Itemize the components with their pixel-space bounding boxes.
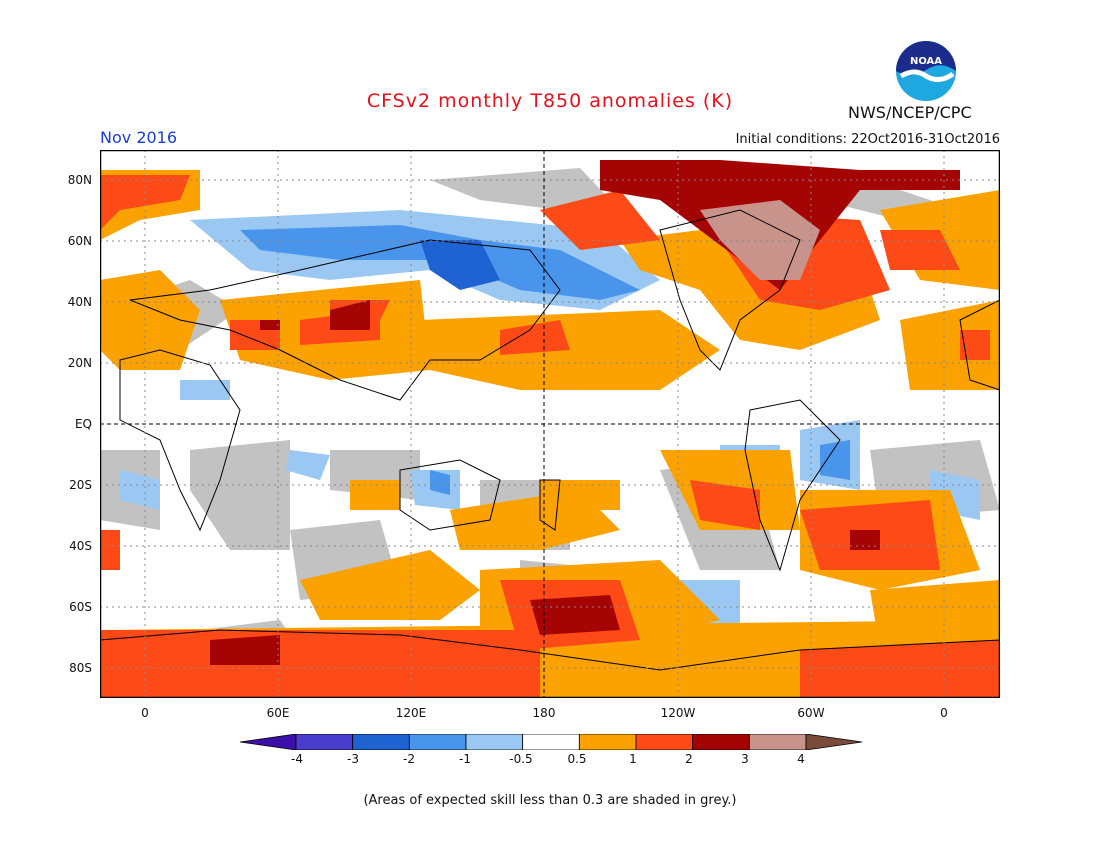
colorbar-label-pos1: 1 [629, 752, 637, 766]
lon-label-180: 180 [532, 706, 556, 720]
colorbar-swatch [692, 734, 750, 750]
colorbar-swatch [465, 734, 524, 750]
lon-label-0-west: 0 [141, 706, 149, 720]
lat-label-20n: 20N [67, 356, 92, 370]
anomaly-mid-blue-areas [240, 225, 850, 495]
graticule [100, 150, 1000, 698]
colorbar-swatch [352, 734, 410, 750]
noaa-logo-icon: NOAA [896, 41, 956, 101]
noaa-logo-text: NOAA [910, 56, 942, 67]
lat-label-eq: EQ [74, 417, 92, 431]
lon-label-120e: 120E [395, 706, 427, 720]
colorbar-label-neg2: -2 [403, 752, 415, 766]
colorbar-swatch [522, 734, 580, 750]
colorbar-label-pos05: 0.5 [567, 752, 587, 766]
colorbar-label-neg4: -4 [291, 752, 303, 766]
lat-label-40n: 40N [67, 295, 92, 309]
lon-label-60w: 60W [797, 706, 825, 720]
lat-label-80n: 80N [67, 173, 92, 187]
lat-label-60s: 60S [69, 600, 92, 614]
colorbar-swatch [805, 734, 862, 750]
colorbar-swatch [748, 734, 807, 750]
lat-label-40s: 40S [69, 539, 92, 553]
lon-label-60e: 60E [266, 706, 290, 720]
agency-label: NWS/NCEP/CPC [848, 103, 972, 122]
colorbar-label-pos4: 4 [797, 752, 805, 766]
page-title: CFSv2 monthly T850 anomalies (K) [366, 90, 734, 112]
anomaly-map [100, 150, 1000, 698]
colorbar-swatch [635, 734, 694, 750]
colorbar-label-neg3: -3 [347, 752, 359, 766]
anomaly-dark-blue-areas [420, 240, 500, 290]
colorbar-label-neg1: -1 [459, 752, 471, 766]
colorbar [240, 734, 862, 750]
forecast-month: Nov 2016 [100, 128, 178, 147]
colorbar-swatch [578, 734, 637, 750]
colorbar-swatch [408, 734, 467, 750]
coastlines [100, 209, 1000, 671]
anomaly-pink-areas [700, 200, 820, 280]
skill-note: (Areas of expected skill less than 0.3 a… [363, 793, 737, 808]
lat-label-60n: 60N [67, 234, 92, 248]
colorbar-label-pos3: 3 [741, 752, 749, 766]
colorbar-label-pos2: 2 [685, 752, 693, 766]
colorbar-swatch [295, 734, 354, 750]
initial-conditions: Initial conditions: 22Oct2016-31Oct2016 [735, 132, 1000, 147]
lat-label-80s: 80S [69, 661, 92, 675]
colorbar-label-neg05: -0.5 [509, 752, 533, 766]
colorbar-swatch [240, 734, 297, 750]
lon-label-120w: 120W [660, 706, 696, 720]
lat-label-20s: 20S [69, 478, 92, 492]
lon-label-0-east: 0 [940, 706, 948, 720]
